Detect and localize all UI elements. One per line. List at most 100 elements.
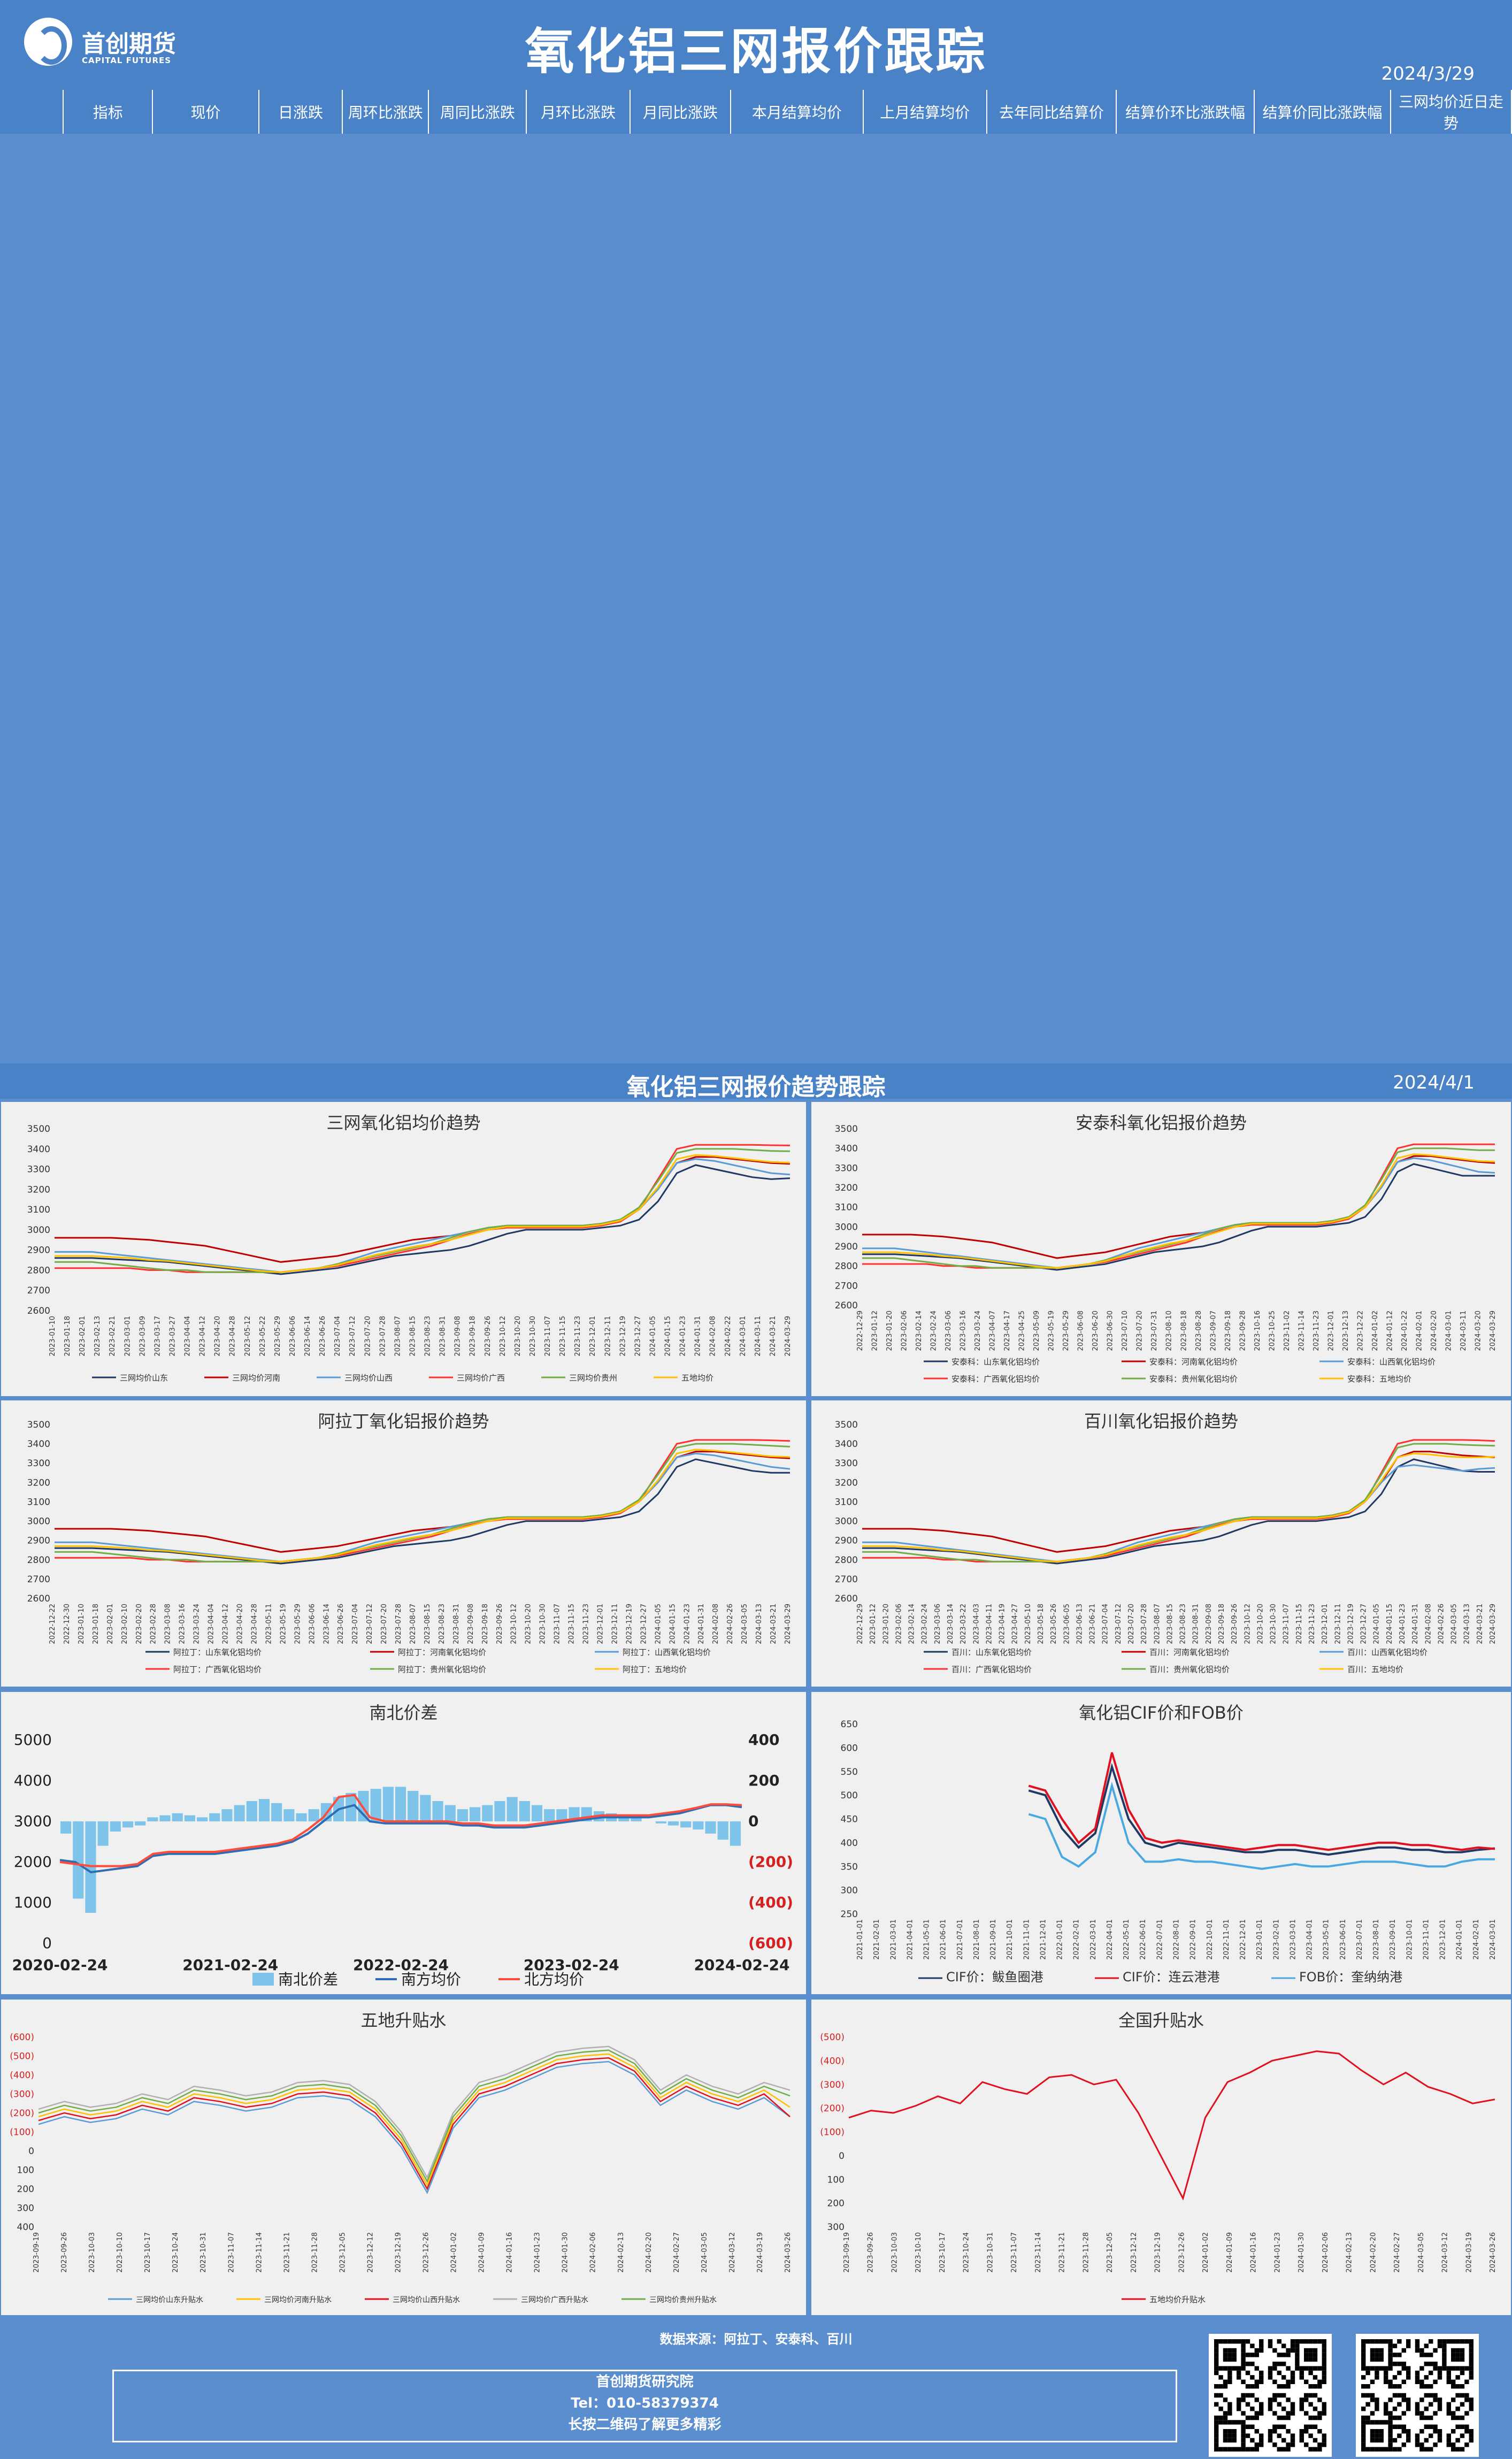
x-tick-label: 2024-02-27: [1393, 2232, 1401, 2273]
x-tick-label: 2022-11-01: [1223, 1919, 1231, 1960]
x-tick-label: 2023-03-24: [193, 1604, 201, 1644]
x-tick-label: 2024-03-11: [754, 1316, 762, 1357]
series-line-0: [55, 1164, 790, 1275]
qr-code-icon[interactable]: [1356, 2334, 1479, 2457]
y-tick-label: 200: [827, 2198, 845, 2209]
series-line-5: [862, 1153, 1495, 1269]
y-tick-label: 3400: [27, 1439, 50, 1450]
series-line-0: [55, 1458, 790, 1565]
contact-tel: Tel：010-58379374: [571, 2395, 719, 2411]
x-tick-label: 2023-03-17: [153, 1316, 162, 1357]
legend-label: 三网均价河南: [232, 1373, 280, 1383]
x-tick-label: 2024-02-26: [1437, 1604, 1445, 1644]
y-tick-label: 500: [841, 1790, 858, 1801]
x-tick-label: 2023-04-28: [229, 1316, 237, 1357]
chart-cif-fob: 250 300 350 400 450 500 550 600 650 2021-01-01 202…: [841, 1719, 1497, 1985]
bar-spread: [470, 1807, 481, 1821]
y-tick-label: (200): [10, 2108, 34, 2119]
x-tick-label: 2021-12-01: [1039, 1919, 1047, 1960]
x-tick-label: 2023-01-10: [78, 1604, 86, 1644]
y-tick-label: 3500: [27, 1124, 50, 1135]
y-tick-label: 3200: [835, 1183, 858, 1193]
x-tick-label: 2024-02-06: [589, 2232, 597, 2273]
y-tick-label: 550: [841, 1767, 858, 1778]
bar-spread: [531, 1805, 543, 1821]
x-tick-label: 2023-08-23: [438, 1604, 446, 1644]
y-tick-label: 2600: [27, 1306, 50, 1316]
bar-spread: [655, 1821, 666, 1824]
x-tick-label: 2023-11-14: [1298, 1311, 1306, 1351]
series-line-2: [1028, 1781, 1495, 1870]
legend-label: 三网均价贵州升贴水: [649, 2296, 717, 2304]
x-tick-label: 2023-05-01: [1323, 1919, 1331, 1960]
x-tick-label: 2023-04-12: [222, 1604, 230, 1644]
legend-label: 安泰科：河南氧化铝均价: [1149, 1357, 1238, 1367]
qr-code-icon[interactable]: [1209, 2334, 1332, 2457]
y-tick-label: 3300: [27, 1165, 50, 1175]
x-tick-label: 2023-05-11: [265, 1604, 273, 1644]
trend-section-header: 氧化铝三网报价趋势跟踪 2024/4/1: [0, 1063, 1512, 1101]
x-tick-label: 2023-11-01: [1422, 1919, 1430, 1960]
bar-spread: [420, 1795, 431, 1821]
bar-spread: [271, 1803, 282, 1821]
y-tick-label: 2900: [835, 1242, 858, 1252]
x-tick-label: 2023-08-07: [394, 1316, 402, 1357]
x-tick-label: 2023-03-16: [960, 1311, 968, 1351]
x-tick-label: 2023-12-01: [597, 1604, 605, 1644]
x-tick-label: 2023-03-24: [974, 1311, 982, 1351]
y-tick-label: 2000: [14, 1853, 52, 1871]
x-tick-label: 2024-02-08: [712, 1604, 720, 1644]
y-tick-label: (300): [820, 2080, 845, 2090]
x-tick-label: 2023-03-01: [1289, 1919, 1297, 1960]
series-line-0: [848, 2050, 1495, 2201]
x-tick-label: 2023-06-30: [1107, 1311, 1115, 1351]
y-tick-label: 3100: [835, 1202, 858, 1213]
chart-panel-national-premium: 全国升贴水 300 200 100 0 (100) (200) (300) (400) (500…: [811, 2000, 1511, 2315]
x-tick-label: 2023-04-17: [1003, 1311, 1011, 1351]
chart-title: 百川氧化铝报价趋势: [1084, 1411, 1238, 1431]
x-tick-label: 2023-10-17: [939, 2232, 947, 2273]
x-tick-label: 2023-09-28: [1239, 1311, 1247, 1351]
bar-spread: [97, 1821, 109, 1846]
x-tick-label: 2023-08-23: [1179, 1604, 1187, 1644]
x-tick-label: 2023-11-07: [544, 1316, 552, 1357]
x-tick-label: 2023-09-18: [469, 1316, 477, 1357]
x-tick-label: 2022-12-29: [856, 1604, 864, 1644]
header-cell: 三网均价近日走势: [1391, 90, 1512, 134]
x-tick-label: 2023-10-31: [986, 2232, 994, 2273]
report-title: 氧化铝三网报价跟踪: [525, 23, 987, 80]
x-tick-label: 2024-01-02: [1202, 2232, 1210, 2273]
chart-sanwang-avg: 2600 2700 2800 2900 3000 3100 3200 3300 3400 3500…: [27, 1124, 792, 1383]
x-tick-label: 2024-03-29: [1489, 1311, 1497, 1351]
x-tick-label: 2024-03-19: [1465, 2232, 1473, 2273]
legend-label: 百川：山西氧化铝均价: [1347, 1648, 1427, 1657]
y-tick-label: 2900: [835, 1536, 858, 1546]
y-tick-label: 3500: [27, 1420, 50, 1430]
x-tick-label: 2024-01-09: [1226, 2232, 1234, 2273]
x-tick-label: 2023-12-19: [1347, 1604, 1355, 1644]
x-tick-label: 2022-12-01: [1239, 1919, 1247, 1960]
x-tick-label: 2023-10-12: [510, 1604, 518, 1644]
x-tick-label: 2024-01-12: [1386, 1311, 1394, 1351]
y-tick-label: 450: [841, 1814, 858, 1825]
bar-spread: [506, 1797, 518, 1821]
y-tick-label: (500): [820, 2032, 845, 2043]
x-tick-label: 2023-08-23: [424, 1316, 432, 1357]
x-tick-label: 2023-09-07: [1209, 1311, 1217, 1351]
x-tick-label: 2023-09-08: [454, 1316, 462, 1357]
y-tick-label: (400): [10, 2070, 34, 2081]
x-tick-label: 2024-02-26: [726, 1604, 734, 1644]
x-tick-label: 2023-07-28: [395, 1604, 403, 1644]
series-line-3: [38, 2046, 790, 2179]
series-line-5: [55, 1154, 790, 1273]
trend-section-title: 氧化铝三网报价趋势跟踪: [626, 1074, 886, 1101]
x-tick-label: 2023-07-12: [349, 1316, 357, 1357]
x-tick-label: 2022-02-01: [1073, 1919, 1081, 1960]
x-tick-label: 2020-02-24: [12, 1956, 108, 1974]
x-tick-label: 2024-01-30: [562, 2232, 570, 2273]
x-tick-label: 2023-03-27: [168, 1316, 176, 1357]
series-line-3: [862, 1439, 1495, 1562]
bar-spread: [432, 1801, 443, 1821]
x-tick-label: 2023-04-27: [1011, 1604, 1019, 1644]
chart-antaike: 2600 2700 2800 2900 3000 3100 3200 3300 3400 3500…: [835, 1124, 1497, 1384]
